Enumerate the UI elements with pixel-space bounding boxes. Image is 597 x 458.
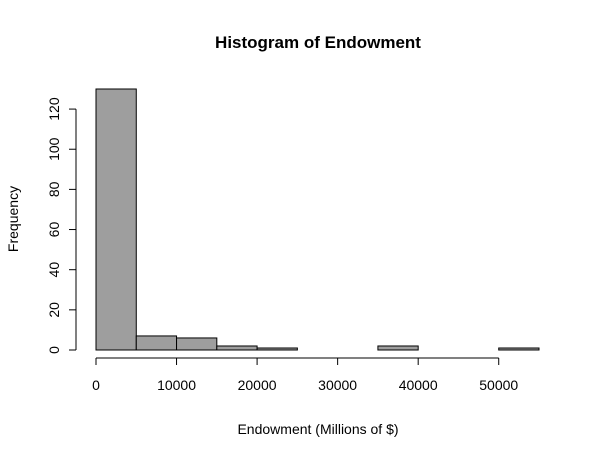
histogram-bar bbox=[216, 345, 258, 351]
y-tick-label: 120 bbox=[46, 97, 62, 121]
x-tick-label: 20000 bbox=[238, 377, 277, 393]
x-tick-label: 10000 bbox=[157, 377, 196, 393]
x-tick-label: 40000 bbox=[399, 377, 438, 393]
x-tick-label: 0 bbox=[92, 377, 100, 393]
y-tick-label: 20 bbox=[46, 302, 62, 318]
chart-title: Histogram of Endowment bbox=[215, 33, 421, 52]
histogram-bar bbox=[256, 347, 298, 351]
x-axis-label: Endowment (Millions of $) bbox=[237, 421, 398, 437]
y-axis-label: Frequency bbox=[5, 186, 21, 252]
histogram-bar bbox=[176, 337, 218, 351]
y-tick-label: 40 bbox=[46, 262, 62, 278]
histogram-bar bbox=[377, 345, 419, 351]
histogram-bar bbox=[135, 335, 178, 351]
histogram-bar bbox=[95, 88, 137, 351]
histogram-bar bbox=[498, 347, 540, 351]
y-tick-label: 80 bbox=[46, 181, 62, 197]
x-tick-label: 50000 bbox=[479, 377, 518, 393]
x-axis: 0 10000 20000 30000 40000 50000 bbox=[92, 357, 518, 393]
y-tick-label: 100 bbox=[46, 137, 62, 161]
y-tick-label: 0 bbox=[46, 346, 62, 354]
x-tick-label: 30000 bbox=[318, 377, 357, 393]
bars-group bbox=[95, 88, 540, 351]
y-axis: 0 20 40 60 80 100 120 bbox=[46, 97, 77, 354]
y-tick-label: 60 bbox=[46, 222, 62, 238]
